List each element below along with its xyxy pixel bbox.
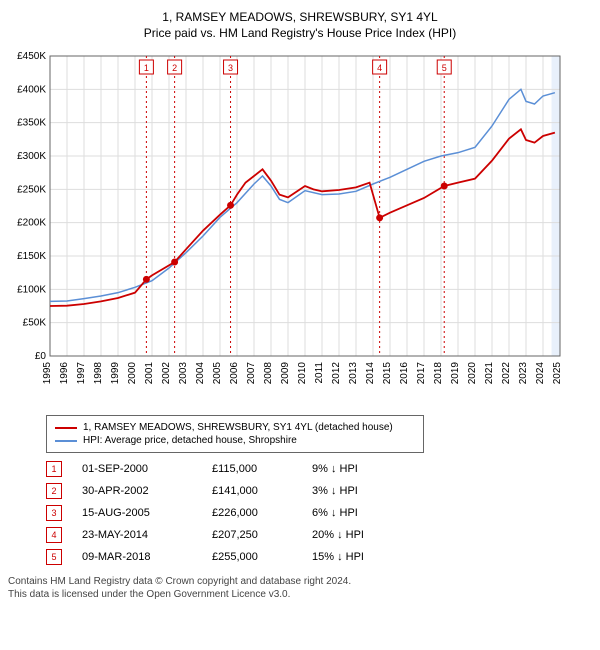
legend-row-property: 1, RAMSEY MEADOWS, SHREWSBURY, SY1 4YL (… [55,422,415,433]
sale-diff: 3% ↓ HPI [312,485,422,497]
svg-text:£100K: £100K [17,284,46,295]
svg-text:2017: 2017 [416,362,427,385]
svg-text:2007: 2007 [246,362,257,385]
svg-text:2014: 2014 [365,362,376,385]
svg-text:2008: 2008 [263,362,274,385]
sales-table: 1 01-SEP-2000£115,0009% ↓ HPI 2 30-APR-2002… [46,461,592,565]
sale-date: 15-AUG-2005 [82,507,212,519]
svg-text:2002: 2002 [161,362,172,385]
sales-row: 4 23-MAY-2014£207,25020% ↓ HPI [46,527,592,543]
sale-price: £115,000 [212,463,312,475]
svg-text:£250K: £250K [17,184,46,195]
sale-marker: 1 [46,461,62,477]
price-chart: £0 £50K £100K £150K £200K £250K £300K £350K £400… [8,46,592,409]
svg-text:2009: 2009 [280,362,291,385]
sale-price: £226,000 [212,507,312,519]
svg-text:1998: 1998 [93,362,104,385]
svg-text:£150K: £150K [17,251,46,262]
svg-text:2006: 2006 [229,362,240,385]
legend: 1, RAMSEY MEADOWS, SHREWSBURY, SY1 4YL (… [46,415,424,453]
svg-text:2021: 2021 [484,362,495,385]
svg-text:2019: 2019 [450,362,461,385]
svg-text:£400K: £400K [17,84,46,95]
svg-text:2010: 2010 [297,362,308,385]
title-line-2: Price paid vs. HM Land Registry's House … [8,26,592,40]
svg-text:2022: 2022 [501,362,512,385]
legend-label-hpi: HPI: Average price, detached house, Shro… [83,435,297,446]
svg-text:1995: 1995 [42,362,53,385]
sale-date: 01-SEP-2000 [82,463,212,475]
svg-text:1997: 1997 [76,362,87,385]
svg-text:2018: 2018 [433,362,444,385]
svg-text:£50K: £50K [23,318,47,329]
svg-text:£350K: £350K [17,118,46,129]
title-line-1: 1, RAMSEY MEADOWS, SHREWSBURY, SY1 4YL [8,10,592,24]
svg-text:2025: 2025 [552,362,563,385]
sale-price: £207,250 [212,529,312,541]
svg-text:2024: 2024 [535,362,546,385]
svg-text:2012: 2012 [331,362,342,385]
svg-text:2: 2 [172,63,177,73]
sale-marker: 4 [46,527,62,543]
footer: Contains HM Land Registry data © Crown c… [8,575,592,601]
footer-line-2: This data is licensed under the Open Gov… [8,588,592,601]
sale-marker: 5 [46,549,62,565]
svg-text:2013: 2013 [348,362,359,385]
sale-diff: 6% ↓ HPI [312,507,422,519]
sales-row: 2 30-APR-2002£141,0003% ↓ HPI [46,483,592,499]
sale-date: 30-APR-2002 [82,485,212,497]
svg-text:2003: 2003 [178,362,189,385]
legend-swatch-hpi [55,440,77,442]
sale-price: £141,000 [212,485,312,497]
sale-diff: 9% ↓ HPI [312,463,422,475]
svg-text:2023: 2023 [518,362,529,385]
sale-price: £255,000 [212,551,312,563]
svg-text:£300K: £300K [17,151,46,162]
svg-text:2000: 2000 [127,362,138,385]
footer-line-1: Contains HM Land Registry data © Crown c… [8,575,592,588]
legend-label-property: 1, RAMSEY MEADOWS, SHREWSBURY, SY1 4YL (… [83,422,393,433]
svg-text:£450K: £450K [17,51,46,62]
sales-row: 1 01-SEP-2000£115,0009% ↓ HPI [46,461,592,477]
legend-swatch-property [55,427,77,429]
svg-text:2011: 2011 [314,362,325,384]
sales-row: 5 09-MAR-2018£255,00015% ↓ HPI [46,549,592,565]
svg-text:2020: 2020 [467,362,478,385]
svg-text:£0: £0 [35,351,47,362]
svg-text:1996: 1996 [59,362,70,385]
sale-diff: 15% ↓ HPI [312,551,422,563]
chart-svg: £0 £50K £100K £150K £200K £250K £300K £350K £400… [8,46,568,406]
sale-date: 23-MAY-2014 [82,529,212,541]
sale-marker: 3 [46,505,62,521]
svg-text:2001: 2001 [144,362,155,385]
svg-text:1999: 1999 [110,362,121,385]
sales-row: 3 15-AUG-2005£226,0006% ↓ HPI [46,505,592,521]
sale-marker: 2 [46,483,62,499]
legend-row-hpi: HPI: Average price, detached house, Shro… [55,435,415,446]
svg-text:3: 3 [228,63,233,73]
svg-text:2005: 2005 [212,362,223,385]
svg-text:1: 1 [144,63,149,73]
svg-text:2015: 2015 [382,362,393,385]
sale-diff: 20% ↓ HPI [312,529,422,541]
svg-text:£200K: £200K [17,218,46,229]
svg-text:4: 4 [377,63,382,73]
sale-date: 09-MAR-2018 [82,551,212,563]
svg-text:2016: 2016 [399,362,410,385]
svg-text:2004: 2004 [195,362,206,385]
svg-text:5: 5 [442,63,447,73]
